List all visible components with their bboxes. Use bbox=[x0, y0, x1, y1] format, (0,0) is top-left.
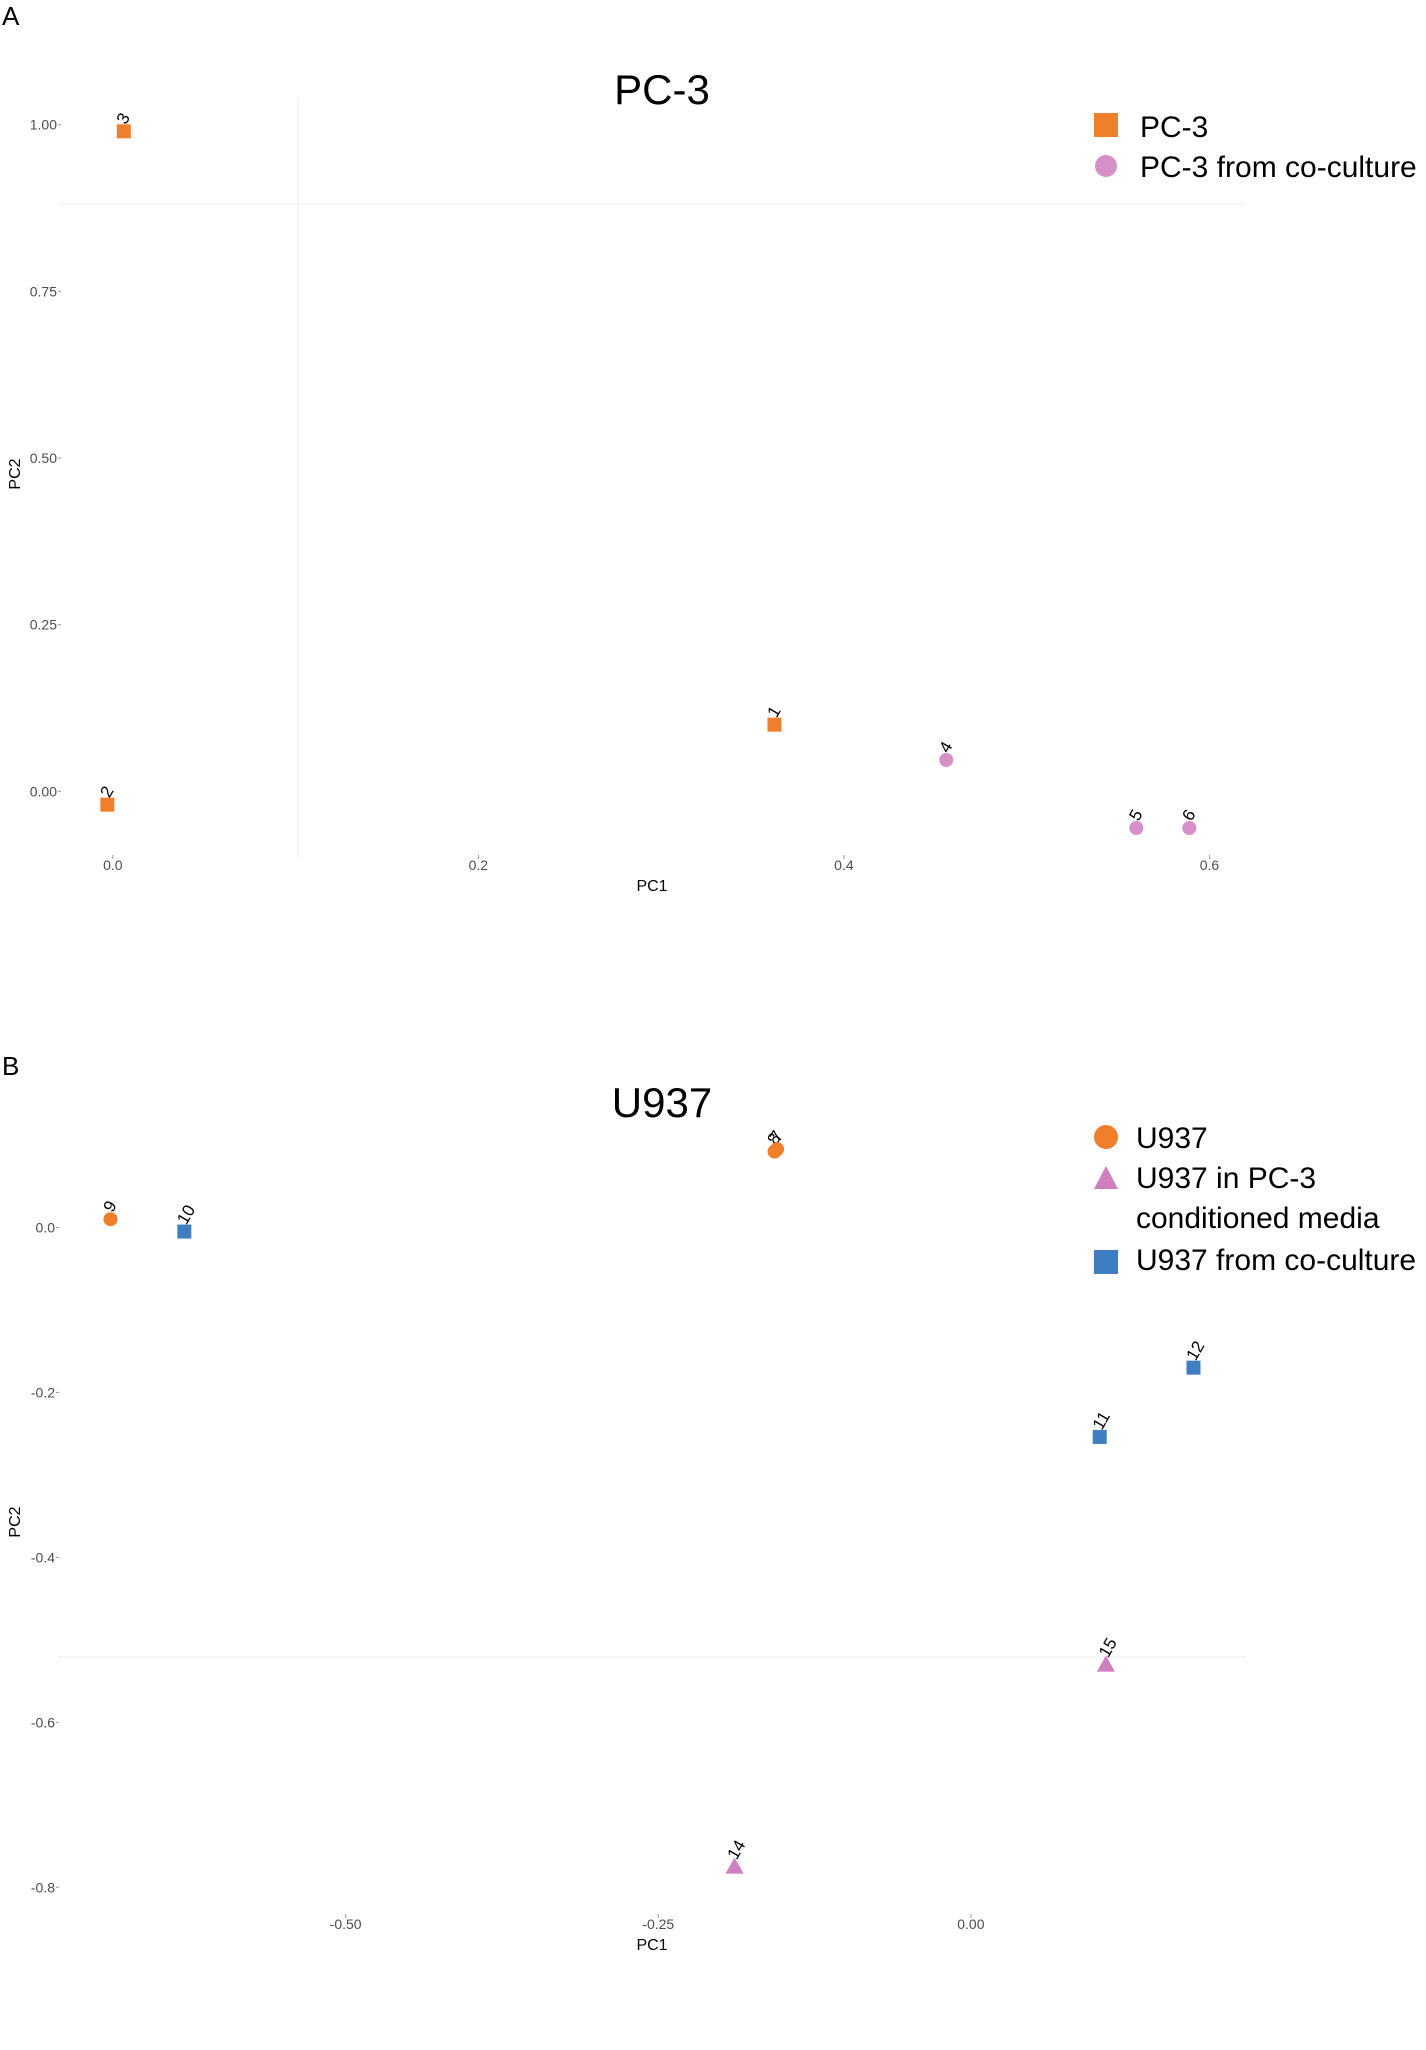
x-tick-label: 0.2 bbox=[469, 857, 489, 873]
legend-label-u937-coculture: U937 from co-culture bbox=[1136, 1244, 1416, 1277]
legend-circle-marker bbox=[1094, 1125, 1118, 1149]
y-tick-label: -0.6 bbox=[31, 1714, 55, 1730]
y-tick-labels-b: -0.8 -0.6 -0.4 -0.2 0.0 bbox=[31, 1219, 59, 1895]
data-point-circle bbox=[103, 1212, 118, 1227]
data-point-circle bbox=[770, 1142, 785, 1157]
x-tick-labels-b: -0.50 -0.25 0.00 bbox=[330, 1914, 985, 1932]
data-point-label: 6 bbox=[1178, 806, 1199, 824]
data-point-square bbox=[116, 124, 131, 139]
data-point-square bbox=[177, 1224, 192, 1239]
data-point-square bbox=[1092, 1429, 1107, 1444]
y-tick-label: 0.75 bbox=[30, 283, 57, 299]
data-point-circle bbox=[1129, 821, 1144, 835]
data-point-label: 10 bbox=[173, 1202, 199, 1228]
y-tick-label: 0.00 bbox=[30, 783, 57, 799]
x-tick-label: -0.50 bbox=[330, 1916, 362, 1932]
y-tick-label: 0.50 bbox=[30, 450, 57, 466]
legend-label-line-2: conditioned media bbox=[1136, 1202, 1380, 1235]
data-point-circle bbox=[939, 753, 954, 767]
y-tick-label: 0.0 bbox=[36, 1219, 56, 1235]
x-tick-label: 0.0 bbox=[103, 857, 123, 873]
y-tick-label: 1.00 bbox=[30, 117, 57, 133]
data-point-triangle bbox=[725, 1857, 744, 1874]
y-tick-labels-a: 0.00 0.25 0.50 0.75 1.00 bbox=[30, 117, 61, 799]
x-tick-label: 0.00 bbox=[957, 1916, 984, 1932]
x-axis-label-b: PC1 bbox=[636, 1937, 667, 1954]
data-point-label: 9 bbox=[100, 1198, 121, 1216]
legend-circle-marker bbox=[1095, 155, 1117, 177]
x-tick-label: 0.6 bbox=[1200, 857, 1220, 873]
data-point-triangle bbox=[1096, 1655, 1115, 1672]
y-tick-label: -0.2 bbox=[31, 1384, 55, 1400]
data-point-square bbox=[767, 717, 782, 732]
panel-b-u937-chart: B U937 -0.50 -0.25 0.00 -0.8 -0.6 -0.4 -0.2 0.… bbox=[2, 1051, 1416, 1954]
legend-label-pc3-coculture: PC-3 from co-culture bbox=[1140, 151, 1417, 184]
legend-label-pc3: PC-3 bbox=[1140, 111, 1208, 144]
legend-b: U937 U937 in PC-3 conditioned media U937… bbox=[1094, 1122, 1416, 1277]
data-point-label: 4 bbox=[935, 738, 956, 756]
data-point-label: 12 bbox=[1182, 1338, 1208, 1364]
data-point-label: 1 bbox=[763, 703, 784, 721]
data-point-label: 3 bbox=[113, 110, 134, 128]
data-point-circle bbox=[1182, 821, 1197, 835]
data-point-label: 2 bbox=[96, 783, 117, 801]
y-tick-label: -0.4 bbox=[31, 1549, 55, 1565]
legend-triangle-marker bbox=[1094, 1166, 1118, 1189]
data-point-label: 14 bbox=[724, 1837, 750, 1863]
x-tick-labels-a: 0.0 0.2 0.4 0.6 bbox=[103, 855, 1219, 873]
data-point-square bbox=[1186, 1360, 1201, 1375]
x-tick-label: -0.25 bbox=[642, 1916, 674, 1932]
panel-letter-a: A bbox=[2, 1, 20, 31]
x-tick-label: 0.4 bbox=[834, 857, 854, 873]
chart-title-pc3: PC-3 bbox=[614, 66, 710, 113]
y-axis-label-b: PC2 bbox=[7, 1506, 24, 1537]
panel-letter-b: B bbox=[2, 1051, 19, 1081]
legend-square-marker bbox=[1094, 113, 1118, 137]
y-tick-label: -0.8 bbox=[31, 1879, 55, 1895]
data-point-label: 11 bbox=[1089, 1408, 1114, 1433]
data-points-a: 3 2 1 4 5 6 bbox=[96, 110, 1200, 835]
legend-a: PC-3 PC-3 from co-culture bbox=[1094, 111, 1417, 184]
legend-label-line-1: U937 in PC-3 bbox=[1136, 1162, 1316, 1195]
data-point-label: 5 bbox=[1125, 806, 1146, 824]
legend-label-u937-conditioned-media: U937 in PC-3 conditioned media bbox=[1136, 1162, 1380, 1235]
x-axis-label-a: PC1 bbox=[636, 878, 667, 895]
data-point-square bbox=[100, 797, 115, 812]
y-tick-label: 0.25 bbox=[30, 617, 57, 633]
legend-square-marker bbox=[1094, 1250, 1118, 1274]
chart-title-u937: U937 bbox=[612, 1079, 712, 1126]
panel-a-pc3-chart: A PC-3 0.0 0.2 0.4 0.6 0.00 0.25 0.50 0.75 1.00… bbox=[2, 1, 1417, 895]
legend-label-u937: U937 bbox=[1136, 1122, 1208, 1155]
y-axis-label-a: PC2 bbox=[7, 458, 24, 489]
